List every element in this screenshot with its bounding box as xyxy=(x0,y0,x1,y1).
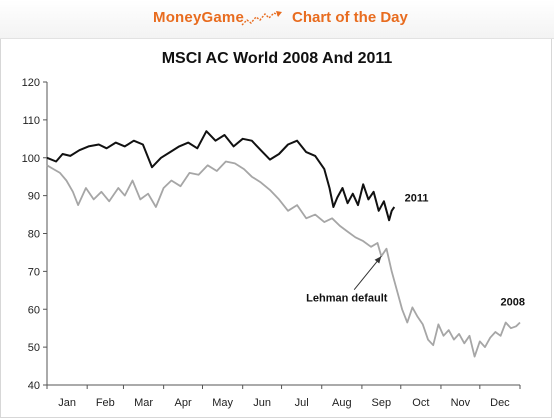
annotation-layer: 2011 2008 Lehman default xyxy=(306,192,525,308)
x-tick-label: Dec xyxy=(490,397,510,409)
x-tick-label: Sep xyxy=(372,397,392,409)
annotation-label: Lehman default xyxy=(306,293,388,305)
x-tick-label: Jul xyxy=(295,397,309,409)
annotation-arrow-line xyxy=(353,255,382,290)
series-line-2008 xyxy=(46,160,521,358)
y-tick-label: 70 xyxy=(28,266,40,278)
chart-axes: 40 50 60 70 80 90 100 110 120 Jan Feb Mar Apr May Jun J… xyxy=(22,77,521,409)
x-tick-label: Apr xyxy=(175,397,192,409)
x-tick-label: Nov xyxy=(451,397,471,409)
header-banner: MoneyGame Chart of the Day xyxy=(0,0,554,39)
series-line-2011 xyxy=(46,130,396,222)
y-tick-label: 90 xyxy=(28,191,40,203)
annotation-label: 2011 xyxy=(405,192,429,204)
chart-title: MSCI AC World 2008 And 2011 xyxy=(161,50,393,67)
chart-of-the-day-label: Chart of the Day xyxy=(292,9,408,26)
annotation-arrow-head xyxy=(374,256,382,264)
x-tick-label: Aug xyxy=(332,397,352,409)
y-tick-label: 40 xyxy=(28,380,40,392)
annotation-label: 2008 xyxy=(501,296,525,308)
x-tick-label: May xyxy=(212,397,233,409)
y-tick-label: 120 xyxy=(22,77,40,89)
y-tick-label: 100 xyxy=(22,153,40,165)
x-tick-label: Mar xyxy=(134,397,153,409)
x-tick-label: Jun xyxy=(253,397,271,409)
x-tick-label: Oct xyxy=(412,397,429,409)
y-tick-label: 60 xyxy=(28,304,40,316)
x-tick-label: Jan xyxy=(58,397,76,409)
x-tick-label: Feb xyxy=(96,397,115,409)
brand-name[interactable]: MoneyGame xyxy=(153,9,244,26)
y-tick-label: 80 xyxy=(28,229,40,241)
series-layer xyxy=(46,130,521,358)
y-tick-label: 50 xyxy=(28,342,40,354)
y-tick-label: 110 xyxy=(22,115,40,127)
rising-chart-icon xyxy=(241,11,282,26)
